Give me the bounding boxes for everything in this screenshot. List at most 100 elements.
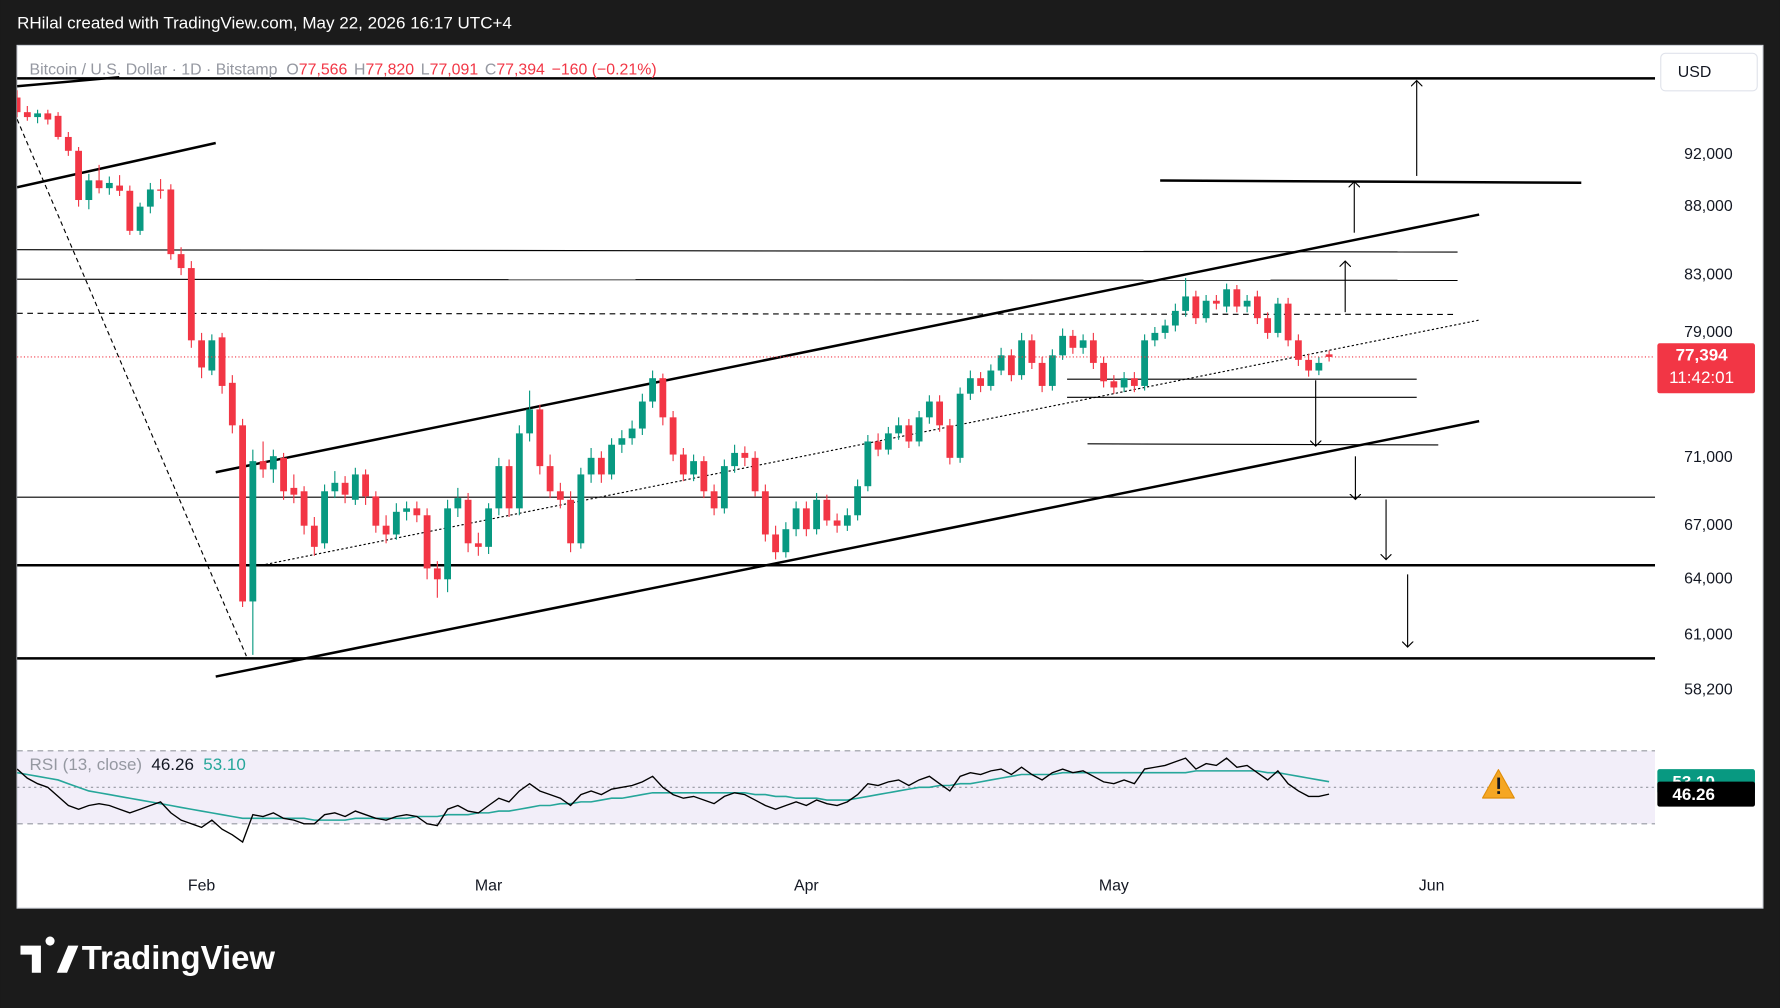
candle-body — [454, 498, 462, 509]
rsi-line — [17, 757, 1330, 844]
candle-body — [239, 425, 246, 602]
candle-body — [618, 438, 626, 445]
warning-dot — [1497, 791, 1501, 794]
channel-upper — [215, 213, 1480, 474]
candle-body — [1079, 340, 1087, 348]
credit: RHilal created with TradingView.com, May… — [17, 13, 512, 32]
candle-body — [1120, 378, 1128, 388]
y-tick-label: 88,000 — [1684, 198, 1733, 215]
candle-body — [269, 456, 277, 470]
candle-body — [864, 441, 872, 487]
level-line — [17, 312, 1454, 315]
candle-body — [833, 520, 841, 526]
candle-body — [741, 452, 749, 458]
legend-value: 77,091 — [430, 62, 479, 79]
channel-lower — [215, 419, 1480, 678]
candle-body — [638, 401, 646, 429]
currency[interactable]: USD — [1678, 64, 1712, 81]
candle-body — [249, 461, 257, 602]
candle-body — [116, 185, 123, 191]
candle-body — [597, 457, 605, 475]
legend-value: 77,394 — [496, 62, 545, 79]
candle-body — [977, 378, 985, 386]
y-tick-label: 79,000 — [1684, 324, 1733, 341]
x-tick-label: Jun — [1419, 878, 1445, 895]
candle-body — [64, 136, 72, 151]
candle-body — [228, 382, 236, 426]
candle-body — [351, 474, 359, 500]
candle-body — [433, 568, 441, 580]
candle-body — [1264, 318, 1272, 333]
currency-box[interactable] — [1660, 52, 1758, 92]
candle-body — [1182, 296, 1190, 311]
candle-body — [710, 491, 718, 509]
candle-body — [1110, 381, 1118, 388]
candles — [17, 90, 1656, 655]
candle-body — [1048, 355, 1056, 386]
candle-body — [259, 461, 267, 470]
warning-icon[interactable] — [1481, 769, 1515, 799]
candle-body — [1161, 325, 1169, 333]
y-tick-label: 64,000 — [1684, 571, 1733, 588]
legend-key: L — [421, 62, 430, 79]
candle-body — [1089, 340, 1097, 363]
candle-body — [1151, 332, 1159, 341]
last-price-tag — [1657, 343, 1755, 394]
rsi-legend: RSI (13, close) 46.26 53.10 — [30, 755, 246, 774]
candle-body — [1243, 300, 1251, 307]
candle-body — [1253, 296, 1261, 319]
candle-body — [126, 190, 134, 231]
candle-body — [567, 499, 575, 544]
candle-body — [1038, 362, 1046, 386]
candle-body — [690, 461, 698, 475]
candle-body — [413, 508, 421, 516]
legend-value: 77,566 — [299, 62, 348, 79]
candle-body — [515, 433, 523, 509]
candle-body — [782, 529, 790, 553]
rsi-tag-label: 46.26 — [1672, 785, 1715, 804]
candle-body — [300, 491, 308, 526]
candle-body — [1294, 340, 1302, 360]
candle-body — [720, 466, 728, 509]
brand: TradingView — [20, 936, 275, 976]
candle-body — [966, 378, 974, 394]
candle-body — [761, 491, 769, 535]
candle-body — [198, 340, 205, 368]
candle-body — [813, 499, 821, 530]
candle-body — [1212, 300, 1220, 304]
candle-body — [1141, 340, 1149, 386]
candle-body — [392, 511, 400, 535]
candle-body — [802, 508, 810, 530]
candle-body — [526, 409, 534, 434]
candle-body — [1233, 289, 1241, 307]
candle-body — [146, 189, 154, 207]
candle-body — [95, 180, 103, 189]
candle-body — [403, 508, 410, 512]
candle-body — [587, 457, 595, 475]
candle-body — [1028, 340, 1036, 363]
x-tick-label: Mar — [475, 878, 503, 895]
candle-body — [556, 491, 564, 500]
candle-body — [157, 189, 164, 191]
candle-body — [1223, 289, 1231, 307]
candle-body — [1305, 359, 1313, 371]
candle-body — [854, 486, 862, 516]
y-tick-label: 71,000 — [1684, 449, 1733, 466]
candle-body — [444, 508, 451, 580]
candle-body — [925, 401, 933, 418]
candle-body — [1100, 362, 1108, 382]
candle-body — [290, 487, 298, 495]
candle-body — [628, 428, 636, 439]
candle-body — [649, 378, 657, 402]
rsi-value: 46.26 — [151, 755, 194, 774]
candle-body — [280, 457, 287, 492]
candle-body — [1284, 303, 1292, 341]
legend-key: C — [485, 62, 496, 79]
legend-value: 77,820 — [366, 62, 415, 79]
candle-body — [843, 515, 851, 526]
legend-key: H — [354, 62, 365, 79]
candle-body — [792, 508, 800, 530]
candle-body — [105, 182, 113, 189]
candle-body — [679, 454, 687, 475]
y-tick-label: 58,200 — [1684, 682, 1733, 699]
